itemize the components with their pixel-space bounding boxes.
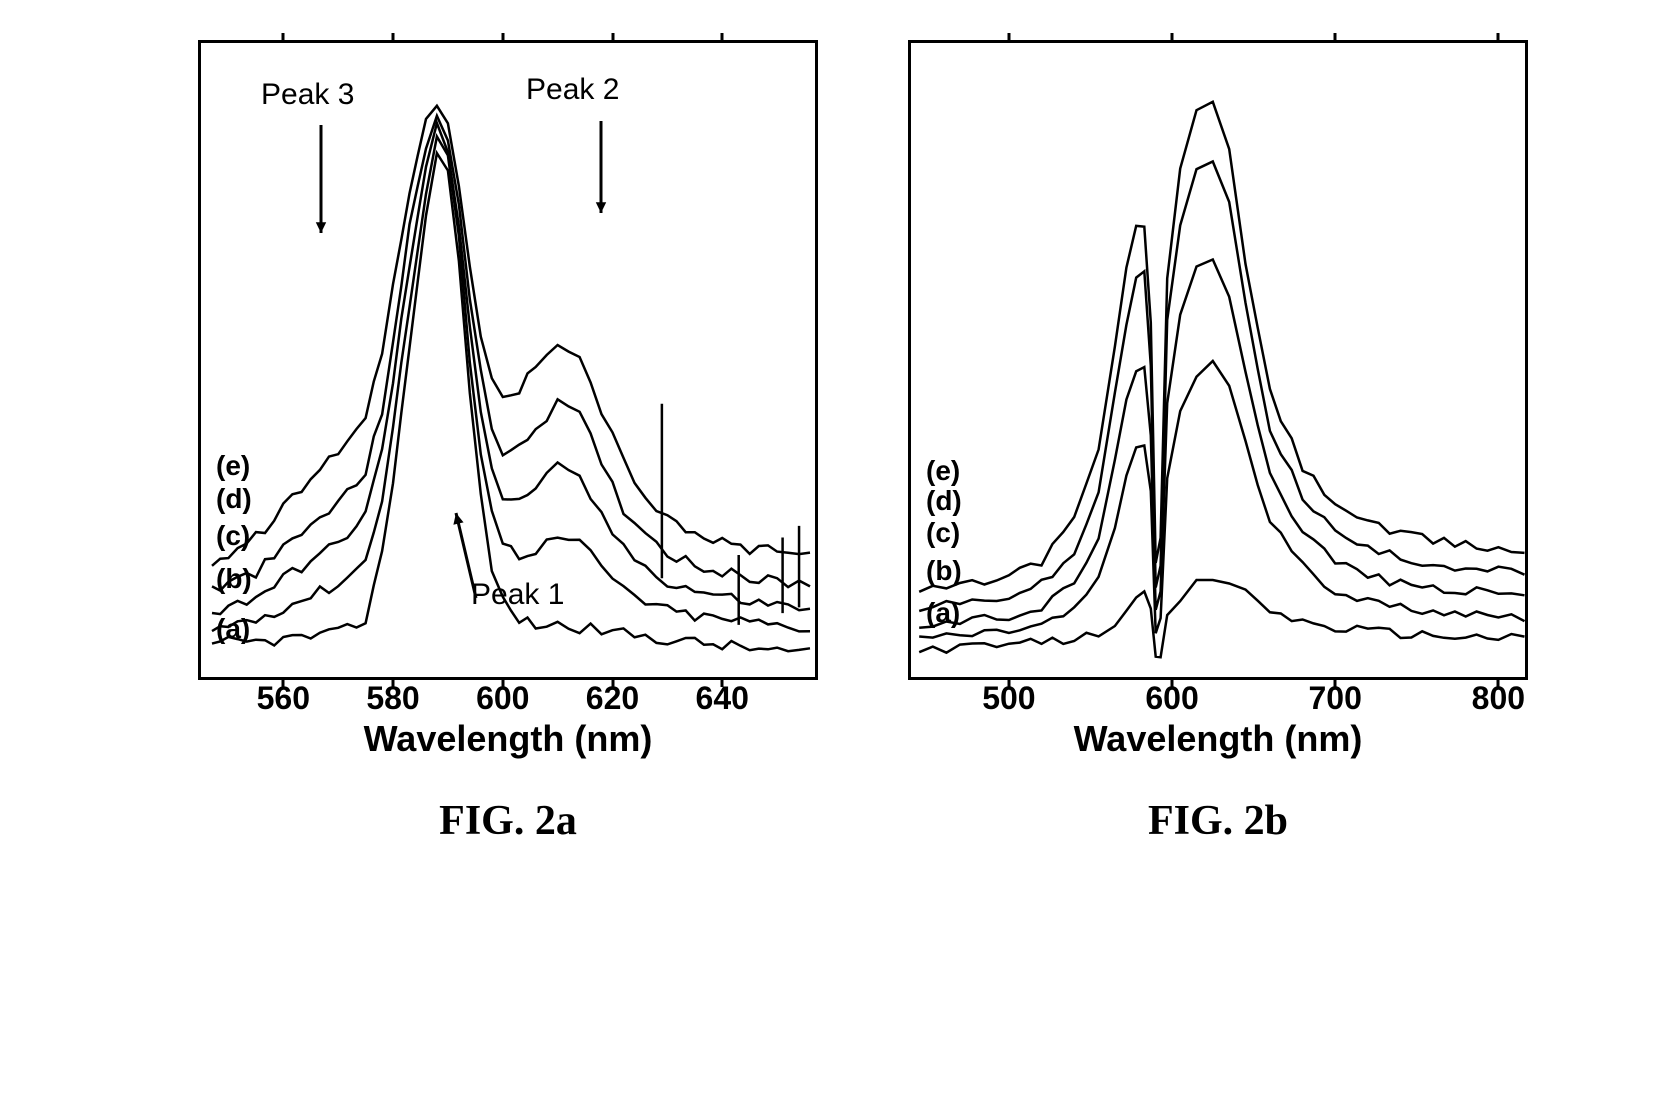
tick-label: 800 [1472,680,1525,717]
series-label-b: (b) [216,563,252,595]
series-label-a: (a) [216,613,250,645]
tick-mark [501,33,504,43]
tick-label: 500 [982,680,1035,717]
tick-mark [282,33,285,43]
plot-area-b: (a) (b) (c) (d) (e) 500600700800 [908,40,1528,680]
peak3-label: Peak 3 [261,78,354,112]
series-label-b-a: (a) [926,597,960,629]
peak2-label: Peak 2 [526,73,619,107]
series-label-b-c: (c) [926,517,960,549]
tick-label: 640 [696,680,749,717]
tick-label: 600 [476,680,529,717]
tick-mark [1007,33,1010,43]
caption-b: FIG. 2b [1148,797,1288,845]
panel-fig2b: Intensity (a) (b) (c) (d) (e) 5006007008… [908,40,1528,680]
tick-label: 560 [257,680,310,717]
series-label-d: (d) [216,483,252,515]
tick-mark [1171,33,1174,43]
caption-a: FIG. 2a [439,797,577,845]
series-label-c: (c) [216,520,250,552]
xlabel-b: Wavelength (nm) [1074,718,1363,760]
figure-container: Intensity (a) (b) (c) (d) (e) Peak 3 Pea… [0,0,1666,680]
chart-svg-b [911,43,1531,683]
tick-label: 580 [366,680,419,717]
tick-label: 620 [586,680,639,717]
tick-mark [611,33,614,43]
series-label-b-e: (e) [926,455,960,487]
series-label-b-d: (d) [926,485,962,517]
tick-mark [1334,33,1337,43]
xlabel-a: Wavelength (nm) [364,718,653,760]
tick-label: 600 [1145,680,1198,717]
tick-mark [721,33,724,43]
panel-fig2a: Intensity (a) (b) (c) (d) (e) Peak 3 Pea… [198,40,818,680]
peak1-label: Peak 1 [471,578,564,612]
tick-mark [392,33,395,43]
tick-label: 700 [1309,680,1362,717]
plot-area-a: (a) (b) (c) (d) (e) Peak 3 Peak 2 Peak 1… [198,40,818,680]
series-label-b-b: (b) [926,555,962,587]
tick-mark [1497,33,1500,43]
series-label-e: (e) [216,450,250,482]
